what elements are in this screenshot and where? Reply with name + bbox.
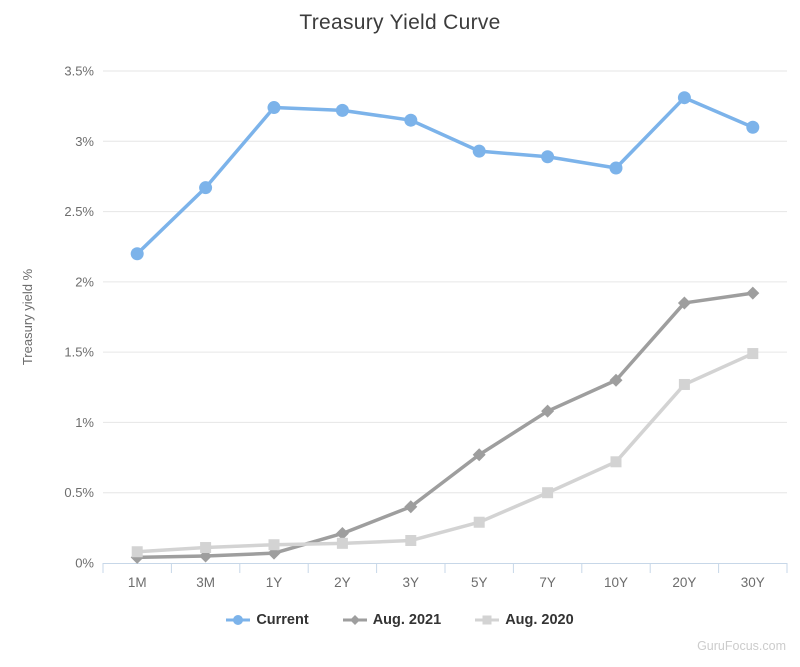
diamond-legend-marker-icon (342, 615, 367, 625)
series-current (130, 91, 760, 261)
x-axis-tick-label: 1Y (266, 575, 283, 590)
chart-title: Treasury Yield Curve (299, 11, 501, 34)
y-axis-tick-label: 2.5% (64, 204, 94, 219)
data-point (131, 546, 143, 558)
data-point (472, 144, 486, 158)
data-point (609, 161, 623, 175)
data-point (678, 378, 690, 390)
data-point (335, 103, 349, 117)
x-axis-tick-label: 10Y (604, 575, 628, 590)
data-point (130, 247, 144, 261)
data-point (609, 373, 623, 387)
data-point (404, 500, 418, 514)
y-axis-tick-label: 2% (75, 274, 94, 289)
series-aug-2021 (130, 286, 760, 564)
data-point (335, 526, 349, 540)
data-point (541, 150, 555, 164)
x-axis-tick-label: 3M (196, 575, 215, 590)
data-point (542, 487, 554, 499)
data-point (200, 542, 212, 554)
legend-item-aug-2020[interactable]: Aug. 2020 (475, 612, 574, 628)
data-point (747, 348, 759, 360)
y-axis-tick-label: 1.5% (64, 345, 94, 360)
data-point (746, 120, 760, 134)
x-axis-tick-label: 7Y (539, 575, 556, 590)
x-axis-tick-label: 20Y (672, 575, 696, 590)
data-point (677, 296, 691, 310)
series-line-current (135, 95, 755, 256)
y-axis-tick-label: 3% (75, 134, 94, 149)
data-point (473, 516, 485, 528)
x-axis-tick-label: 1M (128, 575, 147, 590)
data-point (199, 181, 213, 195)
x-axis-tick-label: 30Y (741, 575, 765, 590)
y-axis-tick-label: 0% (75, 556, 94, 571)
x-axis-tick-label: 5Y (471, 575, 488, 590)
data-point (267, 101, 281, 115)
data-point (610, 456, 622, 468)
legend-label: Current (256, 612, 309, 628)
data-point (336, 537, 348, 549)
data-point (746, 286, 760, 300)
circle-legend-marker-icon (226, 615, 251, 625)
data-point (268, 539, 280, 551)
data-point (541, 404, 555, 418)
data-point (677, 91, 691, 105)
y-axis-tick-label: 0.5% (64, 485, 94, 500)
series-line-aug-2021 (135, 291, 755, 560)
data-point (405, 535, 417, 547)
y-axis-tick-label: 1% (75, 415, 94, 430)
series-line-aug-2020 (135, 351, 755, 554)
x-axis-tick-label: 3Y (403, 575, 420, 590)
y-axis-title: Treasury yield % (20, 268, 35, 365)
series-aug-2020 (131, 348, 759, 558)
y-axis-tick-label: 3.5% (64, 64, 94, 79)
square-legend-marker-icon (475, 615, 500, 625)
data-point (404, 113, 418, 127)
watermark: GuruFocus.com (697, 639, 786, 653)
x-axis-tick-label: 2Y (334, 575, 351, 590)
legend-item-aug-2021[interactable]: Aug. 2021 (342, 612, 442, 628)
legend-label: Aug. 2020 (505, 612, 574, 628)
legend: Current Aug. 2021 Aug. 2020 (0, 612, 800, 628)
data-point (472, 448, 486, 462)
legend-label: Aug. 2021 (372, 612, 442, 628)
legend-item-current[interactable]: Current (226, 612, 309, 628)
